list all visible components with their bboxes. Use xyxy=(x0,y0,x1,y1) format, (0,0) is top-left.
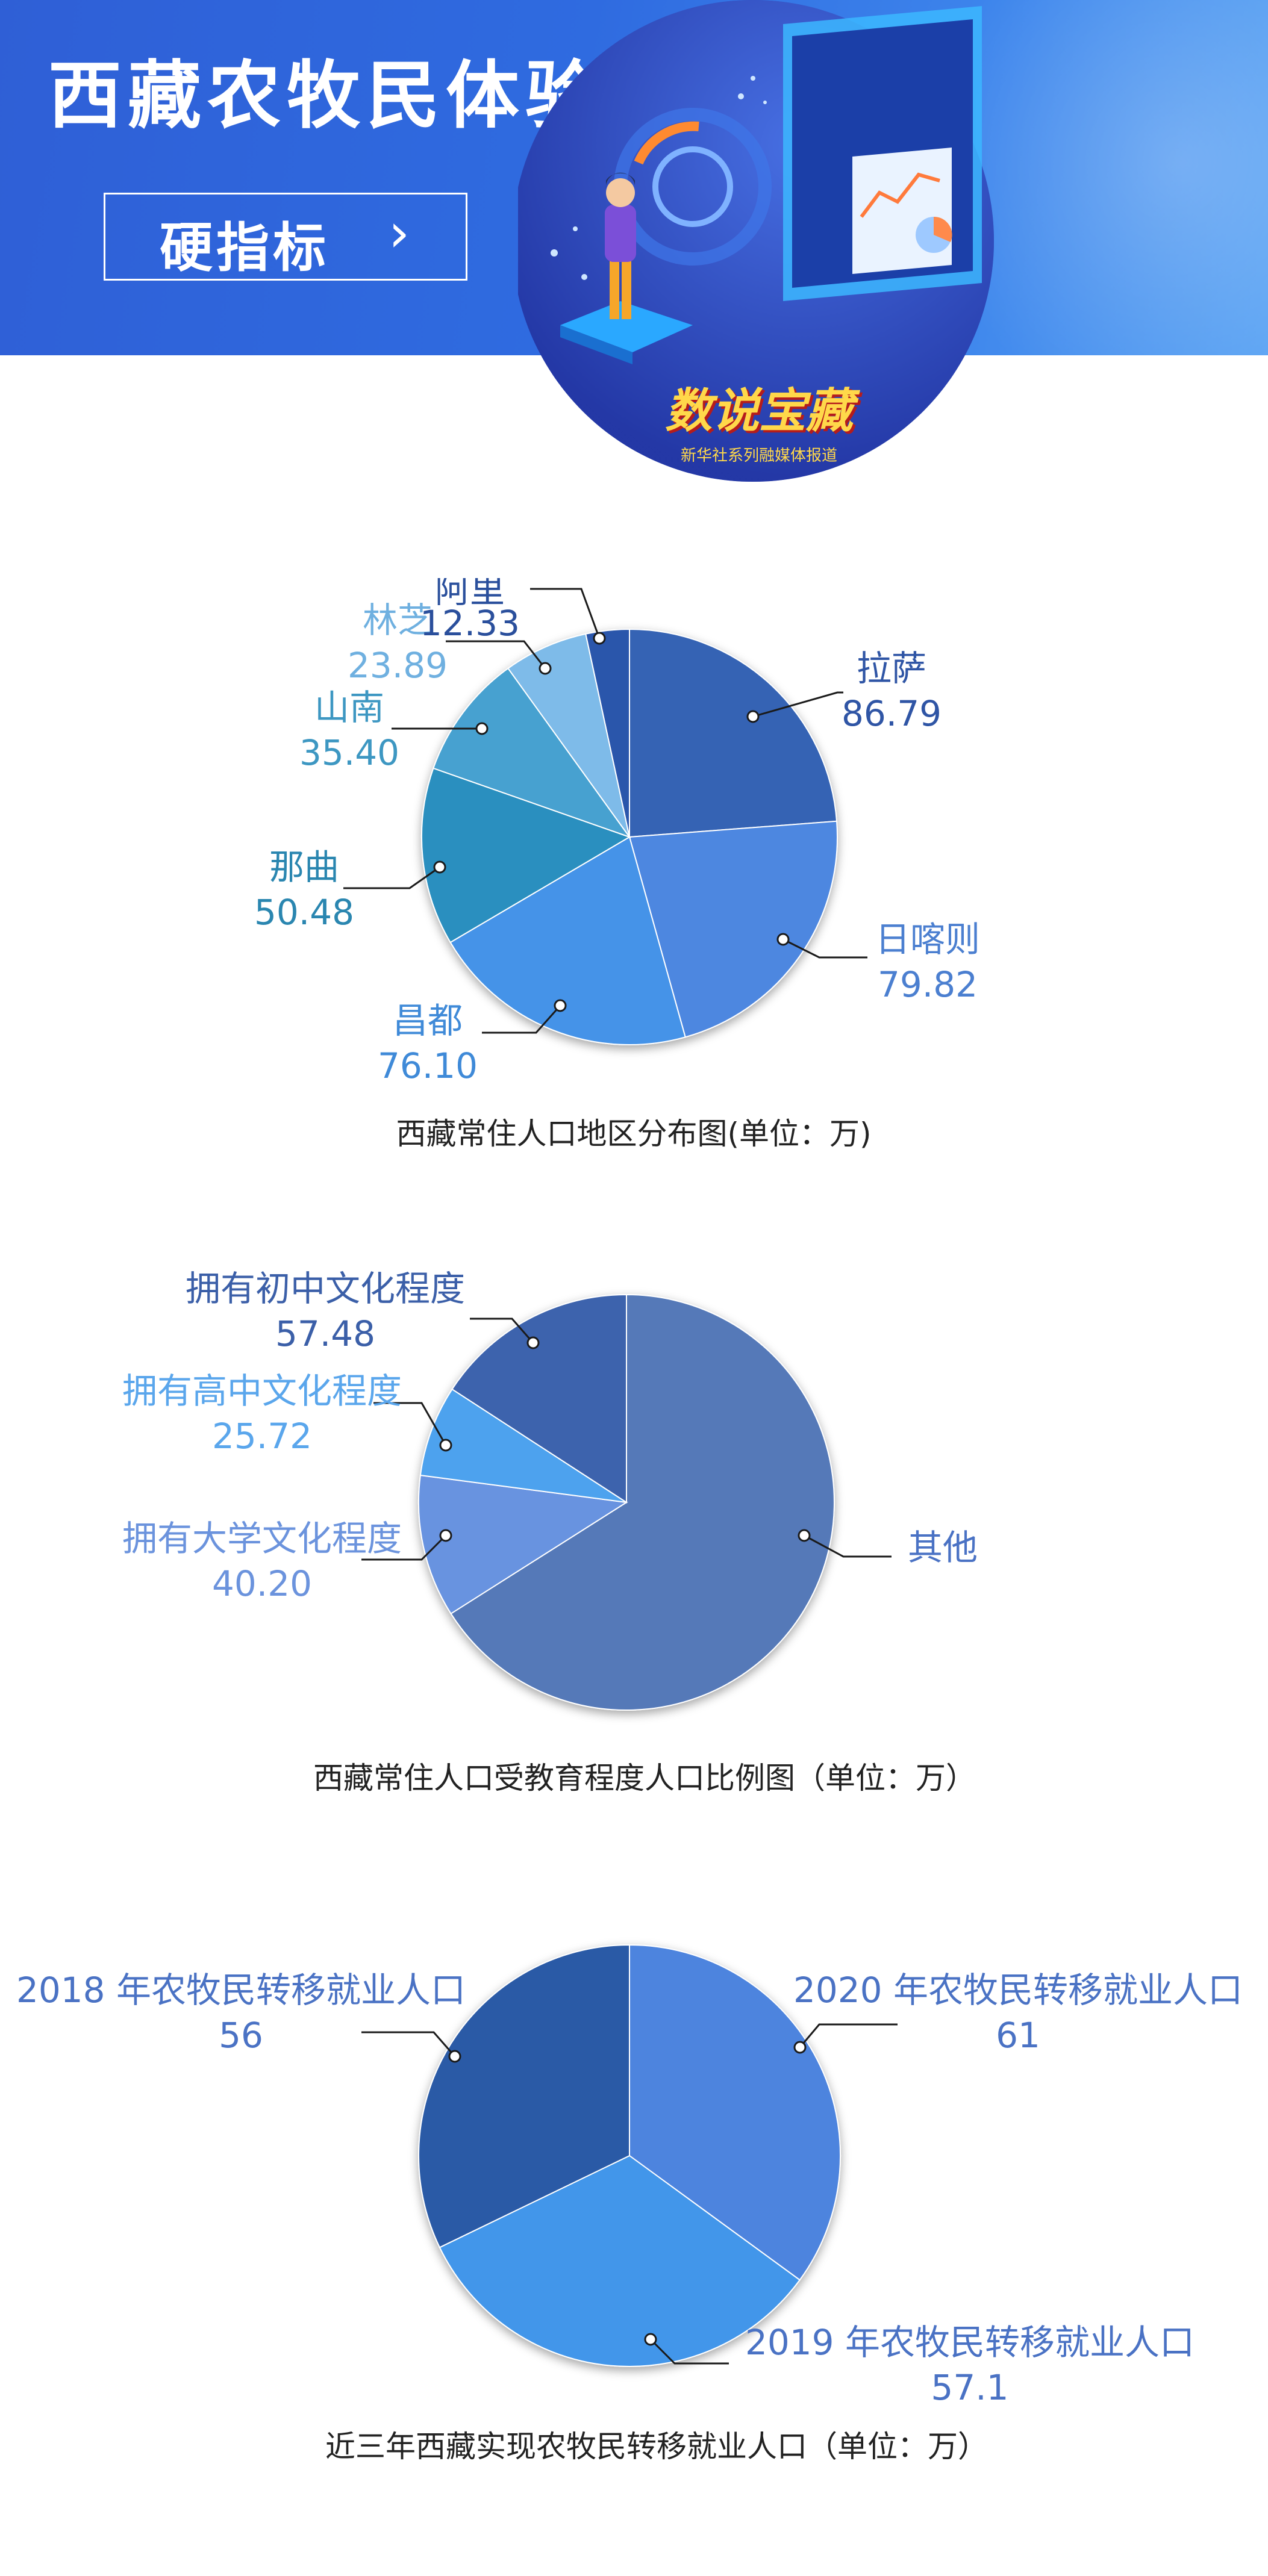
brand-badge: 数说宝藏 新华社系列融媒体报道 xyxy=(626,373,892,465)
slice-name-label: 拉萨 xyxy=(857,648,926,689)
slice-name-label: 日喀则 xyxy=(875,919,980,960)
pie-slice xyxy=(451,1293,627,1504)
leader-line xyxy=(782,938,867,959)
slice-value-label: 23.89 xyxy=(348,645,448,686)
leader-line xyxy=(361,1534,447,1561)
pie-slice xyxy=(628,820,838,1038)
slice-name-label: 拥有初中文化程度 xyxy=(186,1268,465,1309)
pie-slice xyxy=(449,836,686,1045)
leader-line xyxy=(649,2338,729,2365)
data-illustration xyxy=(518,0,994,482)
pie-slice xyxy=(450,1293,835,1711)
slice-value-label: 12.33 xyxy=(420,603,520,644)
slice-name-label: 昌都 xyxy=(393,1000,463,1041)
leader-dot xyxy=(746,710,760,723)
leader-line xyxy=(470,1318,534,1343)
leader-line xyxy=(482,1005,561,1034)
leader-line xyxy=(804,1534,892,1558)
slice-name-label: 拥有大学文化程度 xyxy=(122,1518,402,1559)
leader-line xyxy=(373,1402,447,1446)
hard-indicator-button[interactable]: 硬指标 › xyxy=(104,193,467,281)
slice-name-label: 2020 年农牧民转移就业人口 xyxy=(793,1970,1243,2011)
person-icon xyxy=(560,172,693,364)
slice-value-label: 25.72 xyxy=(212,1416,312,1457)
slice-value-label: 57.48 xyxy=(275,1313,375,1354)
pie-slice xyxy=(585,628,630,838)
leader-dot xyxy=(539,662,552,675)
pie-slice xyxy=(420,767,631,944)
leader-line xyxy=(752,691,843,718)
slice-name-label: 2018 年农牧民转移就业人口 xyxy=(16,1970,466,2011)
leader-line xyxy=(361,2031,456,2057)
slice-name-label: 其他 xyxy=(908,1527,978,1568)
slice-value-label: 50.48 xyxy=(254,892,354,933)
slice-value-label: 56 xyxy=(219,2015,263,2056)
leader-dot xyxy=(793,2041,807,2054)
header-glow xyxy=(976,0,1268,355)
chart-caption: 西藏常住人口地区分布图(单位：万) xyxy=(396,1116,871,1151)
slice-value-label: 61 xyxy=(996,2015,1040,2056)
monitor-icon xyxy=(783,6,982,301)
leader-dot xyxy=(776,933,790,946)
hard-indicator-label: 硬指标 xyxy=(160,217,330,279)
slice-value-label: 40.20 xyxy=(212,1563,312,1604)
slice-value-label: 35.40 xyxy=(299,732,399,773)
slice-value-label: 79.82 xyxy=(878,964,978,1005)
pie-slice xyxy=(417,1474,628,1615)
leader-dot xyxy=(433,860,446,874)
pie-slice xyxy=(439,2154,801,2367)
slice-name-label: 2019 年农牧民转移就业人口 xyxy=(745,2322,1195,2363)
leader-dot xyxy=(554,999,567,1012)
leader-dot xyxy=(526,1336,540,1349)
pie-slice xyxy=(629,1944,842,2281)
chart-caption: 西藏常住人口受教育程度人口比例图（单位：万） xyxy=(313,1761,976,1796)
leader-line xyxy=(446,640,546,669)
leader-dot xyxy=(798,1529,811,1542)
pie-slice xyxy=(507,633,630,838)
leader-dot xyxy=(439,1529,452,1542)
leader-dot xyxy=(439,1439,452,1452)
chevron-right-icon: › xyxy=(389,202,410,264)
leader-dot xyxy=(448,2050,461,2063)
pie-slice xyxy=(433,667,631,838)
pie-slice xyxy=(418,1944,630,2248)
sparkle-icon xyxy=(551,76,767,280)
leader-line xyxy=(343,866,440,889)
brand-subtitle: 新华社系列融媒体报道 xyxy=(680,447,837,465)
slice-value-label: 57.1 xyxy=(931,2367,1008,2408)
leader-dot xyxy=(593,632,606,645)
leader-dot xyxy=(475,722,489,735)
leader-line xyxy=(530,588,601,639)
brand-name: 数说宝藏 xyxy=(664,384,853,438)
slice-name-label: 山南 xyxy=(314,687,384,728)
slice-value-label: 86.79 xyxy=(842,693,942,734)
slice-name-label: 阿里 xyxy=(435,578,505,611)
slice-value-label: 76.10 xyxy=(378,1045,478,1086)
leader-dot xyxy=(644,2333,657,2346)
pie-slice xyxy=(629,628,838,838)
leader-line xyxy=(799,2023,898,2048)
slice-name-label: 那曲 xyxy=(269,847,339,888)
pie-slice xyxy=(419,1388,627,1503)
slice-name-label: 拥有高中文化程度 xyxy=(122,1370,402,1411)
slice-name-label: 林芝 xyxy=(363,600,433,641)
chart-caption: 近三年西藏实现农牧民转移就业人口（单位：万） xyxy=(325,2429,988,2464)
